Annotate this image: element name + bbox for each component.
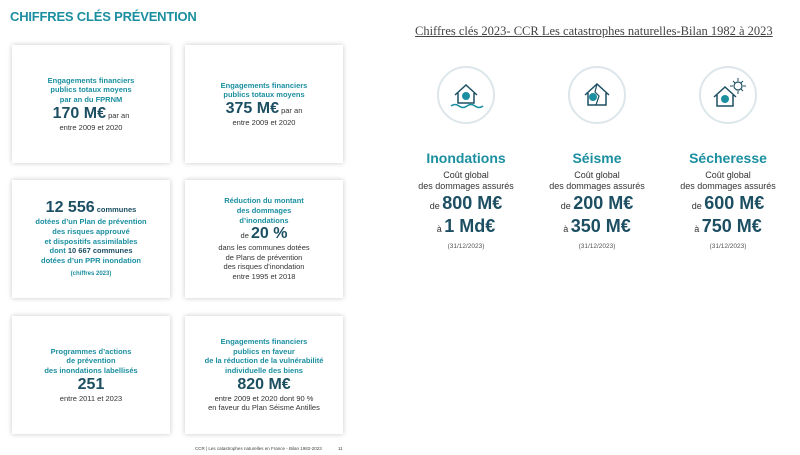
to-word: à (563, 223, 569, 234)
from-value: 600 M€ (704, 193, 765, 213)
card-value: 820 M€ (237, 375, 291, 393)
detail-value: 10 667 (67, 246, 91, 256)
to-word: à (694, 223, 700, 234)
card-note: des risques d’inondation (223, 262, 305, 272)
card-heading: Engagements financiers (220, 80, 308, 90)
flood-icon (437, 66, 495, 124)
card-heading: des dommages (236, 205, 292, 215)
card-heading: individuelle des biens (225, 366, 303, 376)
card-note: entre 2011 et 2023 (59, 393, 123, 403)
card-heading: de prévention (66, 356, 116, 366)
card: Engagements financiers publics en faveur… (185, 316, 343, 434)
risk-subtitle: des dommages assurés (549, 180, 645, 191)
card-heading: publics totaux moyens (223, 90, 305, 100)
section-title: CHIFFRES CLÉS PRÉVENTION (10, 9, 197, 24)
card-heading: Programmes d’actions (50, 346, 132, 356)
value-suffix: par an (281, 106, 303, 116)
risk-item: Séisme Coût global des dommages assurés … (532, 150, 662, 251)
card-heading: dotées d’un Plan de prévention (35, 217, 147, 227)
detail-prefix: dont (49, 246, 66, 256)
value-prefix: de (240, 231, 249, 241)
footer: CCR | Les catastrophes naturelles en Fra… (195, 446, 322, 451)
from-word: de (691, 201, 702, 211)
card-note: entre 2009 et 2020 (232, 117, 296, 127)
to-value: 350 M€ (570, 215, 631, 236)
card-value: 170 M€ (52, 104, 106, 122)
card-note: entre 2009 et 2020 dont 90 % (214, 393, 314, 403)
risk-date: (31/12/2023) (578, 243, 616, 250)
detail-line: dotées d’un PPR inondation (41, 256, 141, 266)
card-heading: publics totaux moyens (50, 85, 132, 95)
card-value: 12 556 (45, 199, 95, 217)
to-value: 750 M€ (701, 215, 762, 236)
risk-subtitle: Coût global (443, 169, 489, 180)
card-note: en faveur du Plan Séisme Antilles (208, 403, 320, 413)
from-word: de (429, 201, 440, 211)
value-suffix: communes (96, 205, 137, 215)
risk-subtitle: des dommages assurés (680, 180, 776, 191)
risk-item: Inondations Coût global des dommages ass… (401, 150, 531, 251)
risk-subtitle: Coût global (705, 169, 751, 180)
card: Programmes d’actions de prévention des i… (12, 316, 170, 434)
card-note: de Plans de prévention (225, 252, 303, 262)
card-value: 20 % (250, 225, 288, 243)
card-note: dans les communes dotées (218, 242, 310, 252)
risk-date: (31/12/2023) (447, 243, 485, 250)
card: Réduction du montant des dommages d’inon… (185, 180, 343, 298)
card-heading: de la réduction de la vulnérabilité (204, 356, 324, 366)
card: Engagements financiers publics totaux mo… (12, 45, 170, 163)
risk-subtitle: des dommages assurés (418, 180, 514, 191)
to-word: à (436, 223, 442, 234)
card-heading: des risques approuvé (52, 226, 130, 236)
card-note: entre 1995 et 2018 (232, 272, 296, 282)
card-heading: publics en faveur (233, 346, 295, 356)
from-value: 200 M€ (573, 193, 634, 213)
risk-item: Sécheresse Coût global des dommages assu… (663, 150, 793, 251)
to-value: 1 Md€ (444, 215, 496, 236)
risk-name: Séisme (572, 150, 622, 166)
card: Engagements financiers publics totaux mo… (185, 45, 343, 163)
earthquake-icon (568, 66, 626, 124)
card-heading: des inondations labellisés (44, 366, 138, 376)
risk-subtitle: Coût global (574, 169, 620, 180)
card-heading: Réduction du montant (224, 196, 304, 206)
card: 12 556 communes dotées d’un Plan de prév… (12, 180, 170, 298)
card-heading: Engagements financiers (47, 75, 135, 85)
card-value: 375 M€ (225, 100, 279, 118)
card-heading: d’inondations (239, 215, 289, 225)
drought-icon (699, 66, 757, 124)
value-suffix: par an (108, 110, 130, 120)
card-note: entre 2009 et 2020 (59, 122, 123, 132)
card-heading: Engagements financiers (220, 336, 308, 346)
detail-suffix: communes (92, 246, 133, 256)
risk-date: (31/12/2023) (709, 243, 747, 250)
card-heading: et dispositifs assimilables (44, 236, 138, 246)
from-word: de (560, 201, 571, 211)
card-note: (chiffres 2023) (70, 270, 112, 277)
right-heading: Chiffres clés 2023- CCR Les catastrophes… (415, 24, 773, 38)
from-value: 800 M€ (442, 193, 503, 213)
page-number: 11 (338, 446, 343, 451)
card-heading: par an du FPRNM (59, 95, 123, 105)
card-value: 251 (77, 375, 105, 393)
risk-name: Sécheresse (689, 150, 767, 166)
risk-name: Inondations (426, 150, 506, 166)
